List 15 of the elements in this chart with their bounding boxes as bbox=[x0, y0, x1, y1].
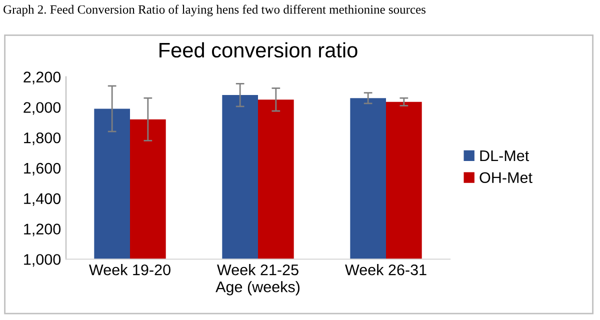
legend-label: DL-Met bbox=[480, 150, 529, 162]
x-tick-label: Week 21-25 bbox=[217, 264, 298, 276]
y-tick-label: 1,400 bbox=[24, 193, 61, 206]
y-tick-label: 2,000 bbox=[24, 102, 61, 115]
y-tick-label: 1,800 bbox=[24, 132, 61, 146]
x-tick-label: Week 19-20 bbox=[89, 264, 170, 276]
y-tick-label: 1,000 bbox=[24, 254, 61, 267]
y-tick-label: 1,200 bbox=[24, 224, 61, 236]
x-tick-label: Week 26-31 bbox=[345, 264, 426, 276]
y-tick-label: 2,200 bbox=[24, 72, 61, 84]
x-axis-title: Age (weeks) bbox=[216, 281, 300, 296]
legend-label: OH-Met bbox=[480, 172, 532, 184]
chart-title: Feed conversion ratio bbox=[160, 42, 358, 58]
y-tick-label: 1,600 bbox=[24, 162, 61, 176]
caption: Graph 2. Feed Conversion Ratio of laying hens fed two different methionine sources bbox=[4, 4, 426, 16]
